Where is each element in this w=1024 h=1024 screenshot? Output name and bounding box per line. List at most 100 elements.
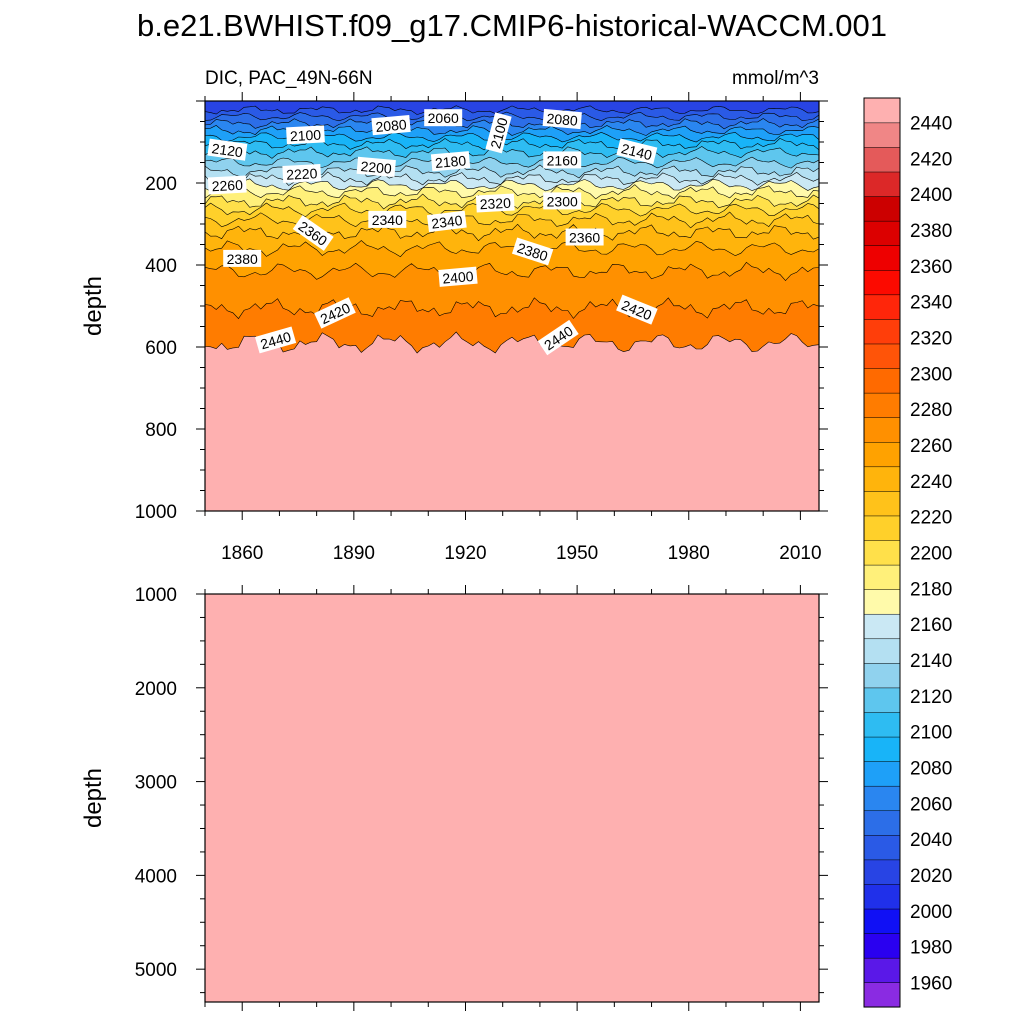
contour-label-box [371,114,411,136]
x-tick-label: 1920 [444,543,486,564]
colorbar-swatch [863,466,901,492]
contour-label-2340: 2340 [368,210,407,228]
colorbar-label: 2420 [910,149,952,170]
contour-line-2260 [205,178,819,192]
upper-units-string: mmol/m^3 [732,68,819,89]
upper-contour-lines [205,105,819,354]
contour-label-box [438,266,478,287]
colorbar-frame [863,97,901,1008]
contour-label-text: 2300 [547,193,578,209]
colorbar-swatch [863,171,901,197]
colorbar-swatch [863,662,901,689]
contour-label-2400: 2400 [438,266,478,287]
colorbar-swatch [863,957,901,983]
contour-label-2140: 2140 [616,138,658,165]
contour-label-2100: 2100 [286,125,325,145]
colorbar-swatch [863,933,901,959]
contour-label-box [207,175,247,195]
colorbar-swatch [863,736,901,762]
colorbar-swatch [863,146,901,173]
colorbar-label: 2080 [910,759,952,780]
contour-label-text: 2160 [547,152,578,168]
y-tick-label: 1000 [135,502,177,523]
contour-line-2440 [205,331,819,354]
contour-label-box [543,151,582,169]
colorbar-swatch [863,220,901,246]
colorbar-swatch [863,269,901,296]
lower-axis-ticks: 1000 2000 3000 4000 5000 [135,585,828,1011]
colorbar-swatch [863,318,901,345]
contour-line-2420 [205,297,819,320]
contour-label-2380: 2380 [223,249,262,267]
contour-label-text: 2100 [487,116,511,150]
colorbar-label: 2280 [910,400,952,421]
contour-label-2100: 2100 [485,112,512,154]
colorbar-swatch [863,196,901,222]
contour-line-2280 [205,184,819,200]
contour-label-2320: 2320 [475,193,515,213]
contour-label-2060: 2060 [424,109,463,127]
contour-label-text: 2220 [286,165,318,183]
contour-label-text: 2080 [375,116,408,135]
contour-label-box [537,319,579,356]
colorbar-label: 2300 [910,364,952,385]
contour-label-box [475,193,515,213]
contour-label-box [368,210,407,228]
colorbar-swatch [863,441,901,468]
colorbar-label: 2380 [910,221,952,242]
lower-y-tick-label: 4000 [135,866,177,887]
contour-label-text: 2260 [211,177,243,195]
colorbar-swatch [863,490,901,517]
contour-label-box [207,138,248,161]
colorbar-label: 2340 [910,293,952,314]
upper-left-string: DIC, PAC_49N-66N [205,68,373,89]
colorbar-swatch [863,564,901,590]
contour-label-box [616,294,658,325]
colorbar-swatch [863,245,901,271]
contour-label-text: 2100 [290,127,322,145]
colorbar-swatch [863,417,901,443]
upper-panel: DIC, PAC_49N-66N mmol/m^3 depth 2060 2080… [80,68,828,564]
colorbar-swatch [863,638,901,664]
contour-label-2080: 2080 [542,108,582,130]
colorbar-label: 2400 [910,185,952,206]
contour-label-text: 2120 [211,140,244,160]
x-tick-label: 2010 [779,543,821,564]
contour-label-box [286,125,325,145]
contour-label-2300: 2300 [543,192,582,210]
colorbar-label: 2360 [910,257,952,278]
contour-label-text: 2400 [442,268,475,287]
contour-label-2180: 2180 [430,151,471,172]
contour-line-2200 [205,156,819,169]
colorbar-label: 2240 [910,472,952,493]
contour-label-text: 2200 [360,158,393,177]
contour-line-2400 [205,261,819,282]
contour-label-text: 2380 [227,251,258,267]
colorbar-swatch [863,687,901,713]
colorbar-swatch [863,589,901,615]
contour-label-box [314,297,356,329]
colorbar: 1960 1980 2000 2020 2040 2060 2080 2100 2120 2140… [863,97,952,1008]
colorbar-label: 2060 [910,794,952,815]
colorbar-swatch [863,515,901,541]
colorbar-label: 2320 [910,329,952,350]
contour-line-2180 [205,145,819,159]
y-tick-label: 400 [145,256,177,277]
contour-label-box [616,138,658,165]
lower-y-tick-label: 5000 [135,960,177,981]
colorbar-label: 2200 [910,544,952,565]
colorbar-label: 2020 [910,866,952,887]
colorbar-swatch [863,539,901,566]
x-tick-label: 1950 [556,543,598,564]
x-tick-label: 1890 [333,543,375,564]
colorbar-label: 2140 [910,651,952,672]
contour-label-box [426,210,467,233]
colorbar-swatch [863,97,901,124]
colorbar-swatch [863,294,901,320]
y-tick-label: 600 [145,338,177,359]
lower-plot-frame [204,593,820,1003]
contour-label-2220: 2220 [282,164,322,183]
contour-label-box [282,164,322,183]
contour-line-2080 [205,111,819,122]
colorbar-swatch [863,613,901,640]
